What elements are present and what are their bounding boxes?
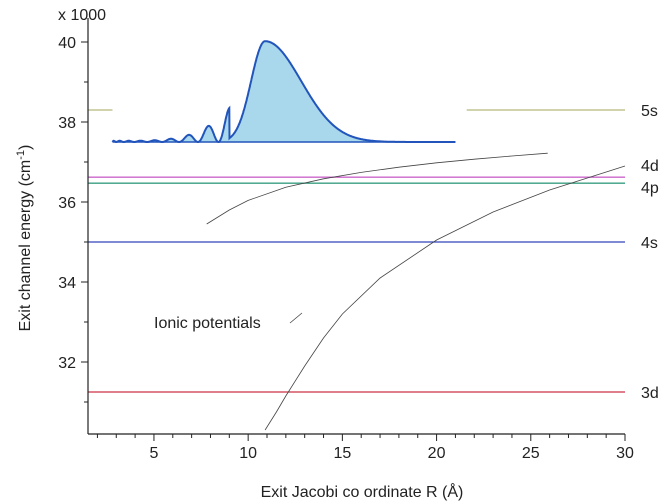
ionic-curve-2 (264, 165, 626, 431)
x-axis-title: Exit Jacobi co ordinate R (Å) (261, 482, 464, 501)
x-tick-label-5: 5 (149, 445, 158, 462)
ionic-potential-curves (206, 152, 626, 431)
y-tick-label-34: 34 (58, 275, 76, 292)
y-axis-title-main: Exit channel energy (cm (17, 160, 34, 332)
ionic-potentials-annotation: Ionic potentials (154, 315, 261, 332)
wavefunction-fill (112, 41, 456, 143)
y-axis-title-close: ) (17, 145, 34, 150)
level-label-4d: 4d (641, 158, 659, 175)
ionic-curve-1 (206, 152, 548, 225)
y-tick-label-36: 36 (58, 195, 76, 212)
level-label-3d: 3d (641, 385, 659, 402)
level-label-5s: 5s (641, 103, 658, 120)
y-multiplier-label: x 1000 (58, 7, 106, 24)
x-tick-label-20: 20 (428, 445, 446, 462)
y-tick-label-38: 38 (58, 115, 76, 132)
x-tick-label-25: 25 (522, 445, 540, 462)
x-tick-label-15: 15 (333, 445, 351, 462)
y-tick-label-32: 32 (58, 355, 76, 372)
y-axis-title-sup: -1 (15, 150, 27, 160)
labels: x 1000 Ionic potentials Exit Jacobi co o… (15, 7, 659, 501)
level-label-4p: 4p (641, 180, 659, 197)
x-tick-label-10: 10 (239, 445, 257, 462)
level-label-4s: 4s (641, 235, 658, 252)
energy-levels (88, 109, 625, 393)
wavefunction (111, 40, 456, 143)
y-axis-title: Exit channel energy (cm-1) (15, 145, 34, 332)
ionic-annotation-pointer (289, 312, 303, 324)
axes: 5 10 15 20 25 30 32 34 36 38 40 (58, 18, 634, 462)
x-tick-label-30: 30 (616, 445, 634, 462)
y-tick-label-40: 40 (58, 35, 76, 52)
